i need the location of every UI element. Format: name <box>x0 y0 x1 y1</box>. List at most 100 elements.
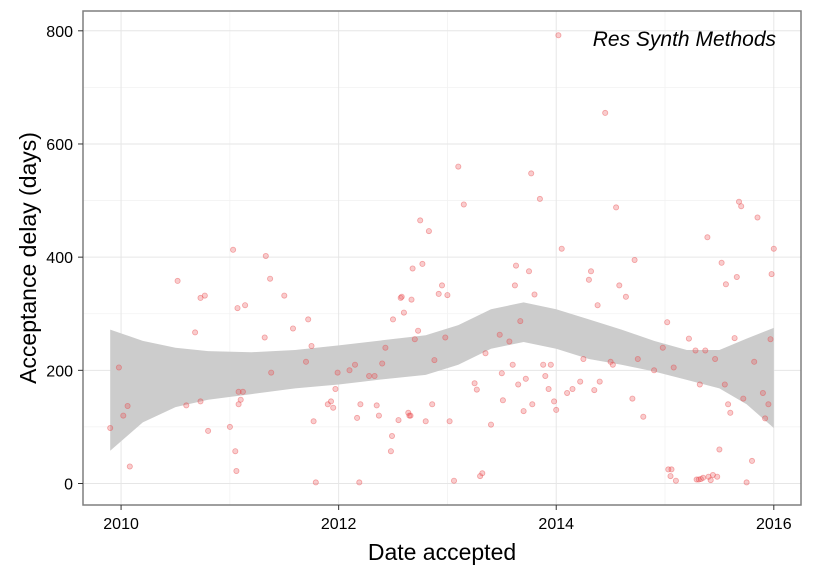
chart-annotation: Res Synth Methods <box>593 28 777 51</box>
data-point <box>417 217 424 224</box>
data-point <box>718 259 725 266</box>
y-tick-label: 800 <box>46 24 73 41</box>
plot-panel-border <box>82 10 802 506</box>
data-point <box>366 372 373 379</box>
data-point <box>727 409 734 416</box>
data-point <box>634 355 641 362</box>
data-point <box>580 355 587 362</box>
data-point <box>429 401 436 408</box>
data-point <box>616 282 623 289</box>
data-point <box>230 246 237 253</box>
data-point <box>545 385 552 392</box>
confidence-band <box>110 302 774 451</box>
data-point <box>540 361 547 368</box>
data-point <box>409 265 416 272</box>
data-point <box>422 418 429 425</box>
data-point <box>444 292 451 299</box>
data-point <box>354 414 361 421</box>
data-point <box>305 316 312 323</box>
data-point <box>765 401 772 408</box>
y-tick-label: 200 <box>46 363 73 380</box>
data-point <box>389 316 396 323</box>
data-point <box>754 214 761 221</box>
data-point <box>509 361 516 368</box>
data-point <box>664 319 671 326</box>
data-point <box>499 397 506 404</box>
data-point <box>419 260 426 267</box>
data-point <box>707 477 714 484</box>
data-point <box>487 421 494 428</box>
data-point <box>192 329 199 336</box>
data-point <box>591 387 598 394</box>
data-point <box>308 342 315 349</box>
data-point <box>762 415 769 422</box>
data-point <box>477 473 484 480</box>
data-point <box>397 294 404 301</box>
y-axis-title: Acceptance delay (days) <box>15 132 41 384</box>
data-point <box>351 361 358 368</box>
data-point <box>515 381 522 388</box>
data-point <box>607 358 614 365</box>
data-point <box>585 276 592 283</box>
data-point <box>460 201 467 208</box>
data-point <box>670 364 677 371</box>
axis-ticks: 2010 2012 2014 2016 0 200 400 600 800 <box>46 24 791 533</box>
data-point <box>696 381 703 388</box>
data-point <box>531 291 538 298</box>
data-point <box>387 448 394 455</box>
data-point <box>551 398 558 405</box>
data-point <box>174 277 181 284</box>
data-point <box>651 367 658 374</box>
data-point <box>232 448 239 455</box>
data-point <box>577 378 584 385</box>
data-point <box>479 470 486 477</box>
x-axis-title: Date accepted <box>368 539 516 565</box>
data-point <box>725 401 732 408</box>
data-point <box>602 109 609 116</box>
data-point <box>731 335 738 342</box>
data-point <box>234 305 241 312</box>
data-point <box>235 388 242 395</box>
data-point <box>631 256 638 263</box>
data-point <box>400 309 407 316</box>
data-point <box>704 234 711 241</box>
x-tick-label: 2014 <box>538 516 574 533</box>
data-point <box>569 385 576 392</box>
data-point <box>716 446 723 453</box>
data-point <box>529 401 536 408</box>
data-point <box>197 398 204 405</box>
data-point <box>767 336 774 343</box>
data-point <box>697 475 704 482</box>
data-point <box>564 389 571 396</box>
data-point <box>506 338 513 345</box>
data-point <box>330 404 337 411</box>
data-point <box>553 406 560 413</box>
data-point <box>126 463 133 470</box>
data-point <box>406 412 413 419</box>
data-point <box>268 369 275 376</box>
data-point <box>714 473 721 480</box>
data-point <box>520 408 527 415</box>
y-tick-label: 400 <box>46 250 73 267</box>
data-point <box>613 204 620 211</box>
data-point <box>242 302 249 309</box>
data-point <box>526 268 533 275</box>
y-tick-label: 0 <box>64 476 73 493</box>
data-point <box>640 413 647 420</box>
data-point <box>517 318 524 325</box>
data-point <box>511 282 518 289</box>
data-point <box>357 401 364 408</box>
data-point <box>332 385 339 392</box>
data-point <box>405 409 412 416</box>
y-tick-label: 600 <box>46 137 73 154</box>
x-tick-label: 2010 <box>103 516 139 533</box>
data-point <box>408 296 415 303</box>
data-point <box>237 396 244 403</box>
data-point <box>201 292 208 299</box>
confidence-band-group <box>110 302 774 451</box>
data-point <box>334 369 341 376</box>
data-point <box>373 402 380 409</box>
data-point <box>262 252 269 259</box>
data-point <box>743 479 750 486</box>
